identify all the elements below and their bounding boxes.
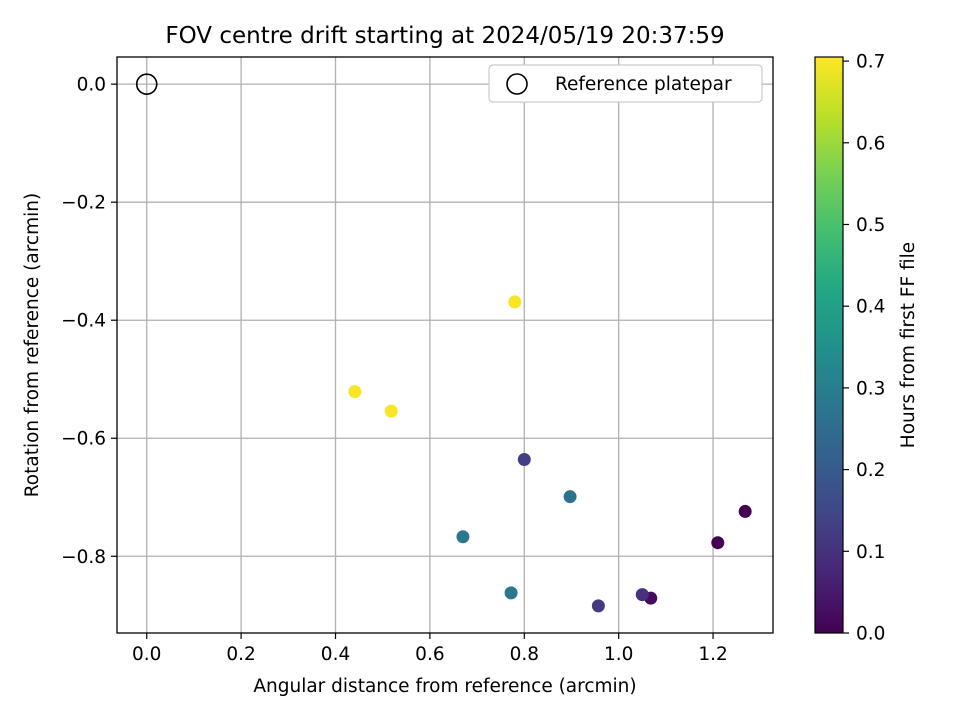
data-point	[456, 530, 470, 544]
colorbar-gradient	[814, 56, 844, 634]
legend-box	[488, 64, 763, 103]
data-point	[591, 599, 605, 613]
legend-label: Reference platepar	[555, 74, 732, 95]
colorbar-tick-label: 0.6	[856, 133, 885, 154]
plot-frame	[116, 56, 774, 634]
reference-platepar-marker	[135, 73, 158, 95]
colorbar-tick-label: 0.5	[856, 215, 885, 236]
y-tick-label: 0.0	[77, 75, 106, 96]
x-tick-label: 1.2	[698, 644, 727, 665]
colorbar-tick-label: 0.4	[856, 297, 885, 318]
y-tick-label: −0.2	[61, 193, 106, 214]
x-tick-label: 0.8	[510, 644, 539, 665]
colorbar-tick-label: 0.1	[856, 542, 885, 563]
legend-reference-marker	[506, 73, 528, 95]
data-point	[517, 452, 531, 466]
y-tick-label: −0.4	[61, 311, 106, 332]
data-point	[563, 490, 577, 504]
x-tick-label: 0.4	[321, 644, 350, 665]
data-point	[635, 588, 649, 602]
data-point	[348, 385, 362, 399]
y-tick-label: −0.6	[61, 429, 106, 450]
colorbar-label: Hours from first FF file	[898, 242, 919, 448]
y-axis-label: Rotation from reference (arcmin)	[22, 193, 43, 497]
colorbar-tick-label: 0.0	[856, 624, 885, 645]
colorbar-tick-label: 0.3	[856, 378, 885, 399]
x-tick-label: 0.2	[226, 644, 255, 665]
colorbar-tick-label: 0.2	[856, 460, 885, 481]
data-point	[508, 295, 522, 309]
x-tick-label: 1.0	[604, 644, 633, 665]
x-axis-label: Angular distance from reference (arcmin)	[253, 676, 636, 697]
grid-lines	[117, 57, 773, 633]
chart-title: FOV centre drift starting at 2024/05/19 …	[165, 23, 724, 49]
y-tick-label: −0.8	[61, 547, 106, 568]
x-tick-label: 0.6	[415, 644, 444, 665]
colorbar: 0.0 0.1 0.2 0.3 0.4 0.5 0.6 0.7 Hours from firs…	[814, 52, 919, 645]
x-tick-label: 0.0	[132, 644, 161, 665]
y-axis: 0.0 −0.2 −0.4 −0.6 −0.8	[61, 75, 117, 568]
data-point	[384, 404, 398, 418]
data-points	[135, 73, 752, 613]
colorbar-tick-label: 0.7	[856, 52, 885, 73]
data-point	[504, 586, 518, 600]
data-point	[738, 504, 752, 518]
x-axis: 0.0 0.2 0.4 0.6 0.8 1.0 1.2	[132, 633, 728, 665]
data-point	[711, 536, 725, 550]
legend: Reference platepar	[488, 64, 763, 103]
colorbar-ticks: 0.0 0.1 0.2 0.3 0.4 0.5 0.6 0.7	[843, 52, 885, 645]
